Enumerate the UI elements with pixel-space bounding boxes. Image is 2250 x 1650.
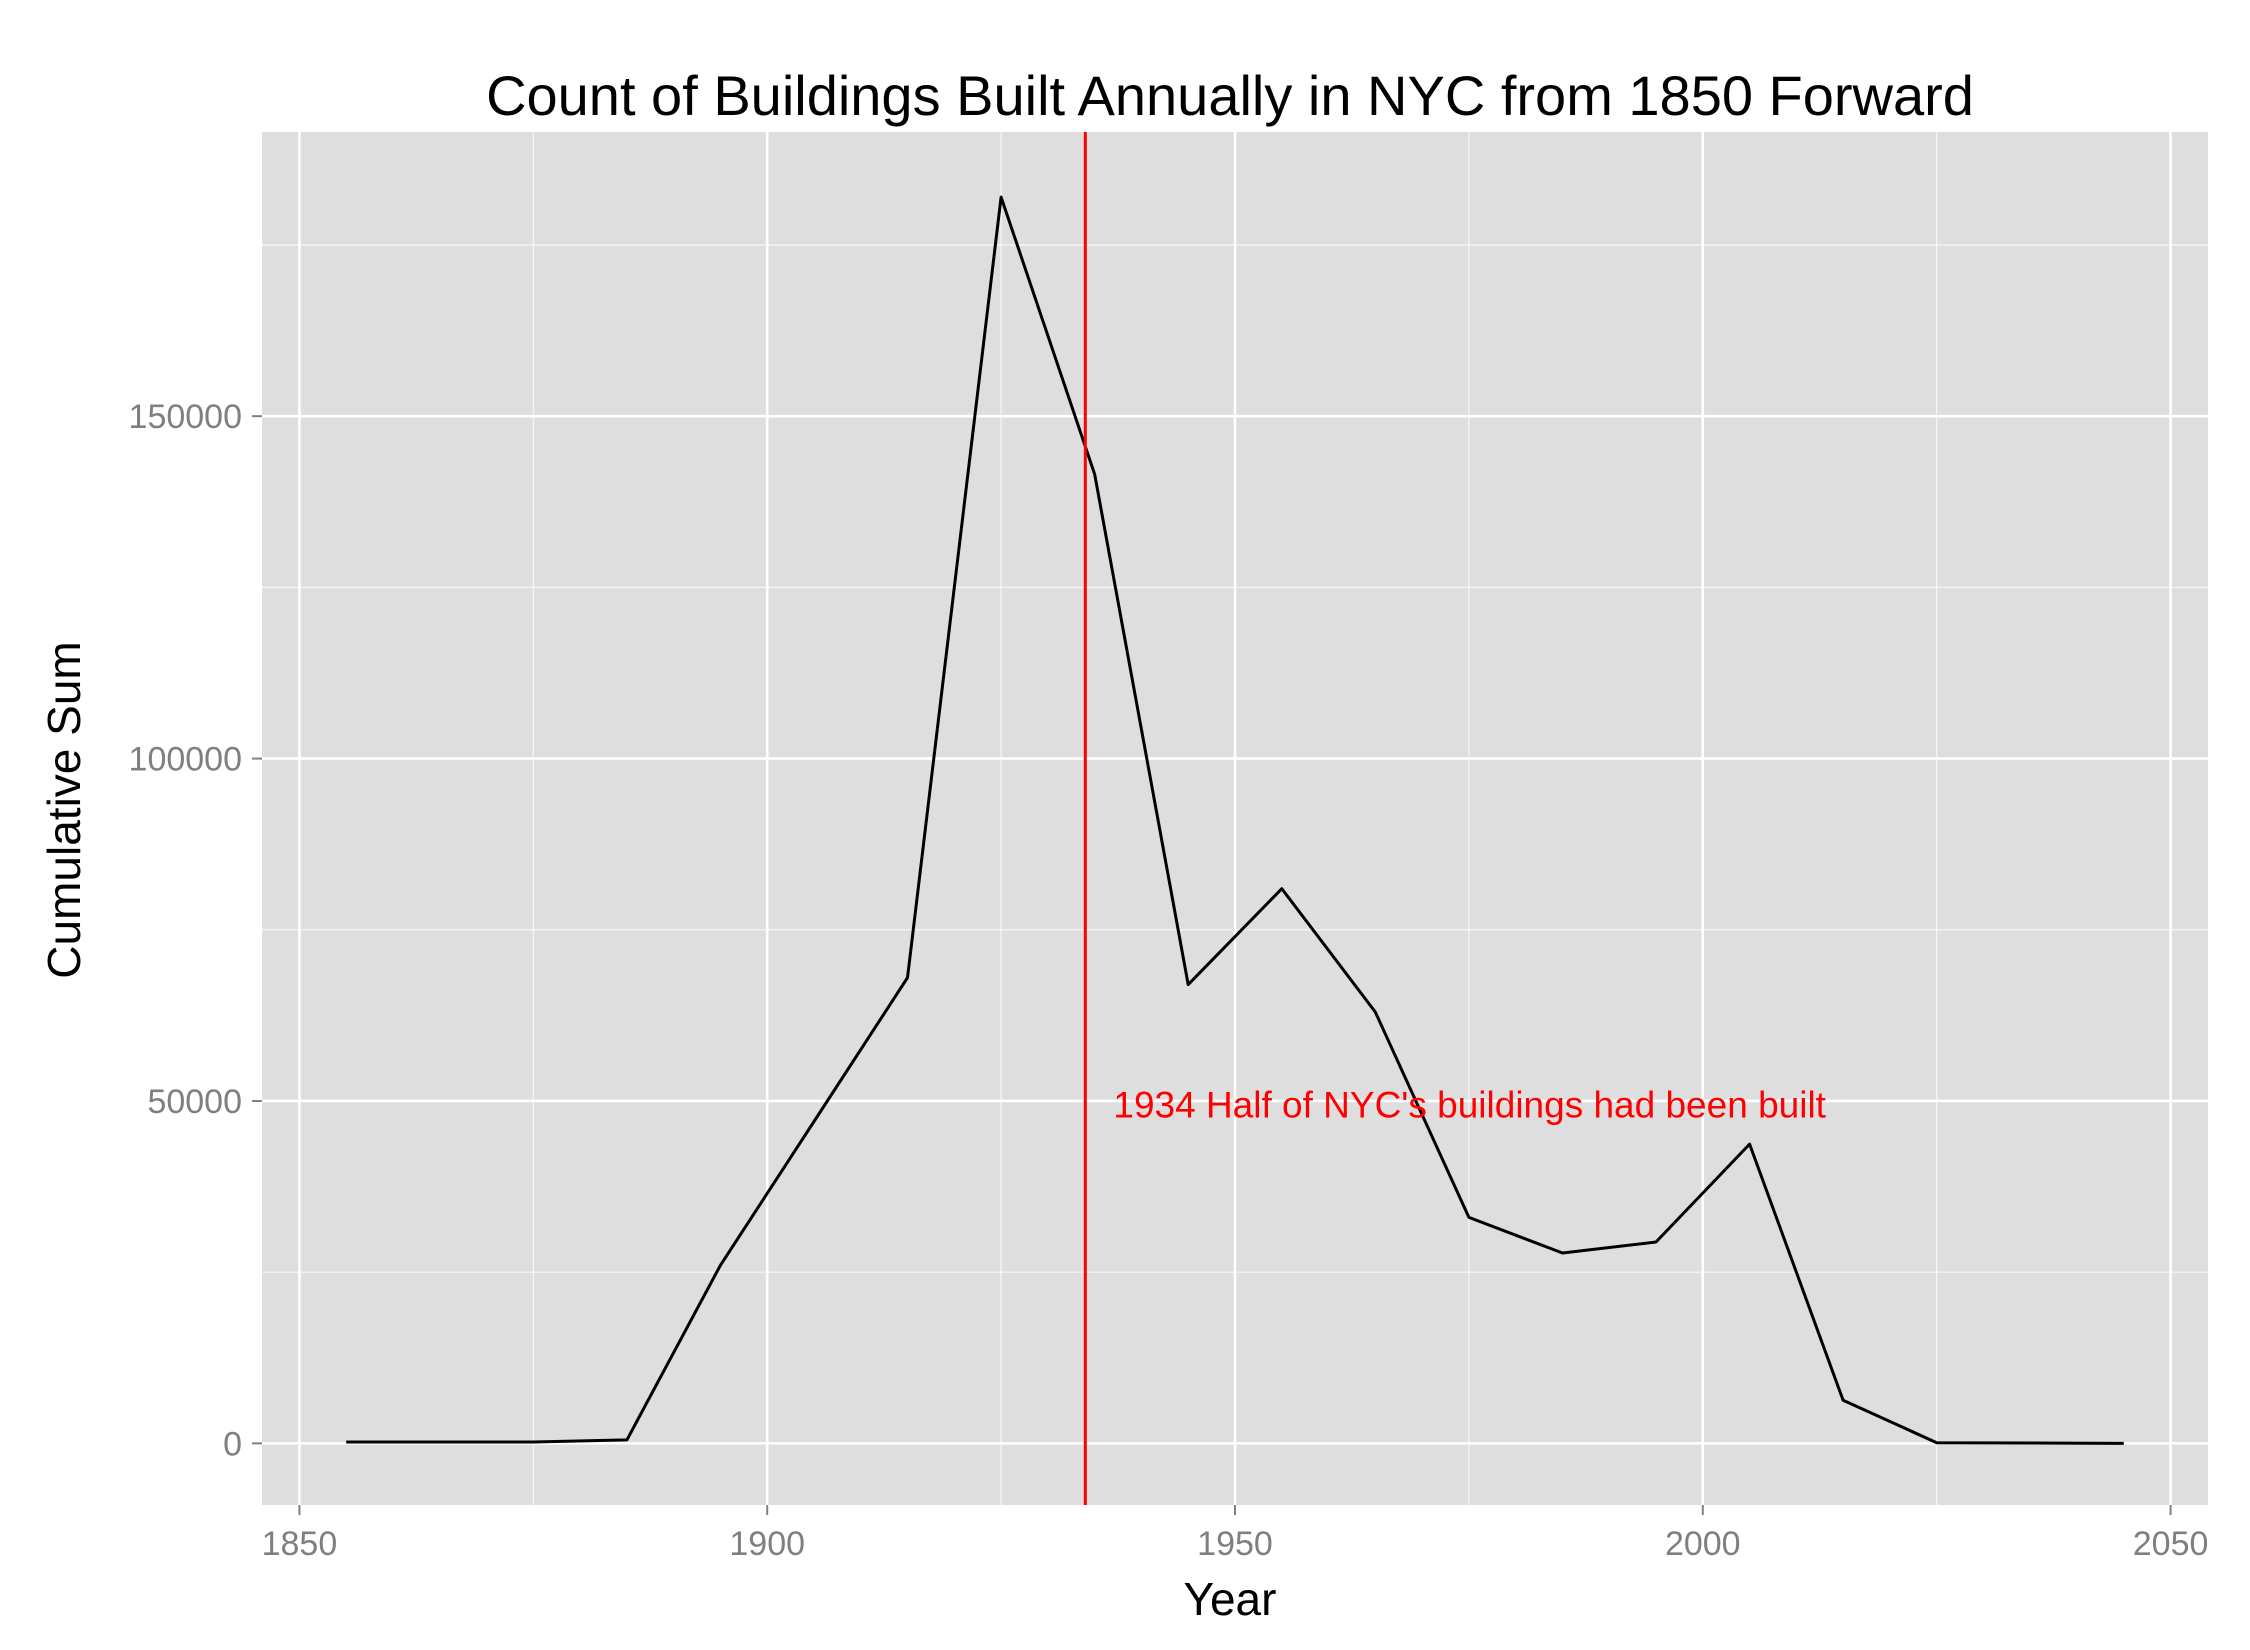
annotation-layer: 1934 Half of NYC's buildings had been bu… — [1113, 1084, 1826, 1125]
y-tick-label: 150000 — [129, 398, 242, 436]
chart-title: Count of Buildings Built Annually in NYC… — [486, 64, 1974, 127]
x-tick-label: 1900 — [729, 1525, 805, 1563]
y-tick-label: 0 — [223, 1425, 242, 1463]
series-line — [346, 195, 2124, 1445]
y-tick-label: 50000 — [147, 1083, 242, 1121]
y-tick-label: 100000 — [129, 741, 242, 779]
annotation-label: 1934 Half of NYC's buildings had been bu… — [1113, 1084, 1826, 1125]
y-axis: 0 50000 100000 150000 — [129, 398, 262, 1463]
major-gridlines — [262, 132, 2208, 1505]
x-tick-label: 1850 — [262, 1525, 338, 1563]
x-axis: 1850 1900 1950 2000 2050 — [262, 1505, 2209, 1563]
x-tick-label: 2050 — [2133, 1525, 2209, 1563]
x-tick-label: 1950 — [1197, 1525, 1273, 1563]
y-axis-title: Cumulative Sum — [38, 641, 90, 978]
series-layer — [346, 195, 2124, 1445]
x-tick-label: 2000 — [1665, 1525, 1741, 1563]
x-axis-title: Year — [1184, 1573, 1277, 1625]
